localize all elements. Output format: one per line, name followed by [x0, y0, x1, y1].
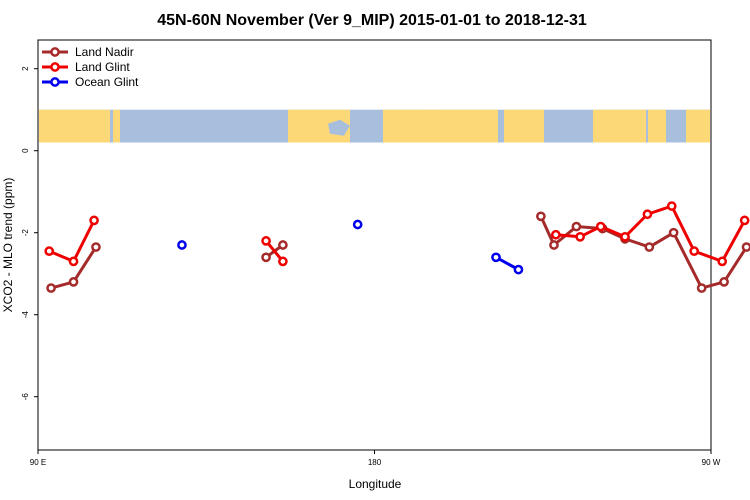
data-point-land-glint [689, 246, 700, 256]
series-land-nadir [46, 211, 750, 293]
y-tick-label: 0 [21, 148, 30, 153]
data-point-land-glint [68, 256, 79, 267]
data-point-land-nadir [91, 242, 101, 252]
map-island [648, 111, 658, 134]
data-point-land-glint [717, 256, 728, 267]
series-land-glint [44, 201, 750, 267]
chart-title: 45N-60N November (Ver 9_MIP) 2015-01-01 … [157, 12, 587, 29]
data-point-land-nadir [549, 240, 559, 250]
data-point-land-nadir [644, 242, 655, 252]
series-ocean-glint [177, 219, 524, 275]
y-axis-label: XCO2 - MLO trend (ppm) [1, 178, 15, 313]
y-tick-label: 2 [21, 66, 30, 71]
series-layer [44, 201, 750, 293]
legend-item-ocean-glint: Ocean Glint [42, 75, 139, 89]
map-land-3 [383, 109, 433, 143]
data-point-land-glint [620, 231, 630, 242]
data-point-ocean-glint [177, 240, 187, 250]
data-point-ocean-glint [513, 264, 524, 275]
data-point-land-nadir [46, 283, 56, 293]
legend-item-land-glint: Land Glint [42, 60, 130, 74]
map-bay [328, 119, 350, 136]
data-point-land-glint [595, 221, 606, 232]
data-point-land-nadir [261, 252, 271, 263]
x-tick-label: 180 [368, 458, 382, 467]
data-point-land-glint [261, 236, 271, 246]
legend-marker [50, 62, 60, 72]
y-tick-label: -4 [21, 311, 30, 319]
legend-label: Ocean Glint [75, 75, 139, 89]
x-axis-label: Longitude [349, 477, 402, 491]
map-land-8 [686, 109, 710, 143]
y-axis: 2 0 -2 -4 -6 [21, 66, 38, 400]
map-land-6 [593, 109, 646, 143]
y-tick-label: -6 [21, 393, 30, 401]
data-point-land-glint [575, 231, 585, 242]
data-point-land-glint [44, 246, 55, 256]
map-land-5 [504, 109, 544, 143]
map-band [39, 109, 710, 143]
legend-item-land-nadir: Land Nadir [42, 45, 134, 59]
y-tick-label: -2 [21, 229, 30, 237]
data-point-land-nadir [696, 283, 707, 293]
x-tick-label: 90 E [30, 458, 46, 467]
legend-label: Land Nadir [75, 45, 134, 59]
legend-marker [50, 47, 60, 57]
data-point-land-nadir [668, 227, 679, 238]
legend-label: Land Glint [75, 60, 130, 74]
data-point-land-glint [89, 215, 99, 226]
data-point-ocean-glint [491, 252, 501, 263]
map-land-4 [430, 109, 498, 143]
map-land-0 [39, 109, 110, 143]
data-point-land-nadir [571, 221, 582, 232]
data-point-land-nadir [278, 240, 288, 250]
data-point-ocean-glint [352, 219, 363, 230]
plot-frame [37, 39, 712, 451]
data-point-land-glint [642, 209, 653, 220]
data-point-land-nadir [536, 211, 546, 222]
data-point-land-glint [550, 229, 561, 240]
legend-marker [50, 77, 60, 87]
map-land-1 [113, 109, 120, 143]
data-point-land-glint [739, 215, 750, 226]
data-point-land-glint [278, 256, 288, 267]
data-point-land-nadir [741, 242, 750, 252]
data-point-land-glint [666, 201, 677, 211]
data-point-land-nadir [68, 277, 79, 287]
series-line-land-glint [48, 219, 96, 263]
x-tick-label: 90 W [702, 458, 721, 467]
data-point-land-nadir [719, 277, 729, 287]
